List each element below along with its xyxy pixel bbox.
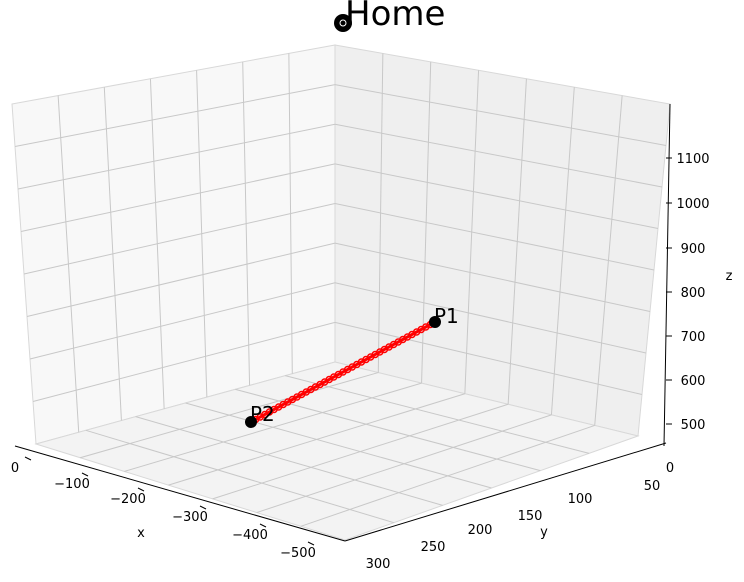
grid-line-floor-y — [168, 393, 466, 486]
grid-line-left-horizontal — [14, 84, 336, 147]
z-tick-label: 900 — [681, 242, 706, 257]
grid-lines — [14, 53, 667, 527]
z-tick-label: 1000 — [676, 197, 709, 212]
grid-line-floor-y — [212, 403, 509, 500]
z-tick-label: 600 — [681, 374, 706, 389]
x-tick-label: −300 — [172, 510, 208, 525]
x-tick-mark — [259, 523, 267, 528]
point-p1-marker — [429, 316, 441, 328]
grid-line-left-horizontal — [26, 242, 336, 317]
grid-line-floor-x — [185, 402, 492, 489]
grid-line-right-horizontal — [334, 321, 643, 395]
z-tick-label: 1100 — [676, 152, 709, 167]
point-p2-marker — [245, 416, 257, 428]
x-tick-label: −400 — [232, 528, 268, 543]
grid-line-left-horizontal — [32, 321, 336, 402]
y-tick-label: 200 — [468, 523, 493, 538]
y-tick-label: 250 — [421, 540, 446, 555]
x-tick-mark — [137, 487, 145, 492]
grid-line-left-horizontal — [20, 163, 336, 232]
z-axis-line — [663, 103, 671, 447]
x-axis-label: x — [137, 526, 145, 541]
grid-line-right-horizontal — [334, 84, 667, 146]
z-tick-label: 500 — [681, 418, 706, 433]
point-label-p1: P1 — [434, 304, 459, 328]
y-axis-label: y — [540, 525, 548, 540]
grid-line-floor-x — [135, 416, 443, 506]
home-marker-center — [339, 19, 347, 27]
x-tick-label: −100 — [54, 477, 90, 492]
grid-line-left-horizontal — [17, 123, 336, 190]
grid-line-floor-x — [285, 375, 590, 454]
grid-line-right-horizontal — [334, 242, 651, 312]
y-axis-line — [344, 442, 667, 542]
axes: 0 −100 −200 −300 −400 −500 0 50 100 150 200 250 300 5… — [11, 103, 710, 572]
grid-line-floor-y — [300, 424, 595, 527]
x-tick-label: 0 — [11, 461, 19, 476]
z-tick-label: 700 — [681, 330, 706, 345]
x-tick-mark — [24, 456, 32, 461]
grid-line-floor-x — [85, 429, 394, 524]
y-tick-label: 150 — [518, 509, 543, 524]
grid-line-left-horizontal — [29, 282, 336, 360]
x-tick-mark — [199, 505, 207, 510]
y-tick-label: 50 — [644, 479, 661, 494]
grid-line-floor-y — [124, 382, 422, 472]
y-tick-label: 0 — [666, 461, 674, 476]
z-tick-label: 800 — [681, 286, 706, 301]
home-marker — [334, 14, 352, 32]
x-tick-label: −200 — [110, 492, 146, 507]
x-axis-line — [14, 445, 346, 542]
z-axis-label: z — [726, 269, 733, 284]
plot-data — [245, 14, 441, 428]
home-label: Home — [345, 0, 445, 34]
x-tick-mark — [307, 541, 315, 546]
x-tick-mark — [81, 472, 89, 477]
y-tick-label: 300 — [366, 557, 391, 572]
grid-line-right-horizontal — [334, 123, 663, 188]
y-tick-label: 100 — [568, 492, 593, 507]
grid-line-right-horizontal — [334, 282, 647, 354]
grid-line-floor-y — [80, 372, 379, 459]
x-tick-label: −500 — [280, 546, 316, 561]
grid-line-right-horizontal — [334, 203, 655, 271]
grid-line-right-horizontal — [334, 163, 659, 229]
point-label-p2: P2 — [250, 402, 275, 426]
grid-line-left-horizontal — [23, 203, 336, 275]
grid-line-floor-y — [256, 414, 552, 514]
